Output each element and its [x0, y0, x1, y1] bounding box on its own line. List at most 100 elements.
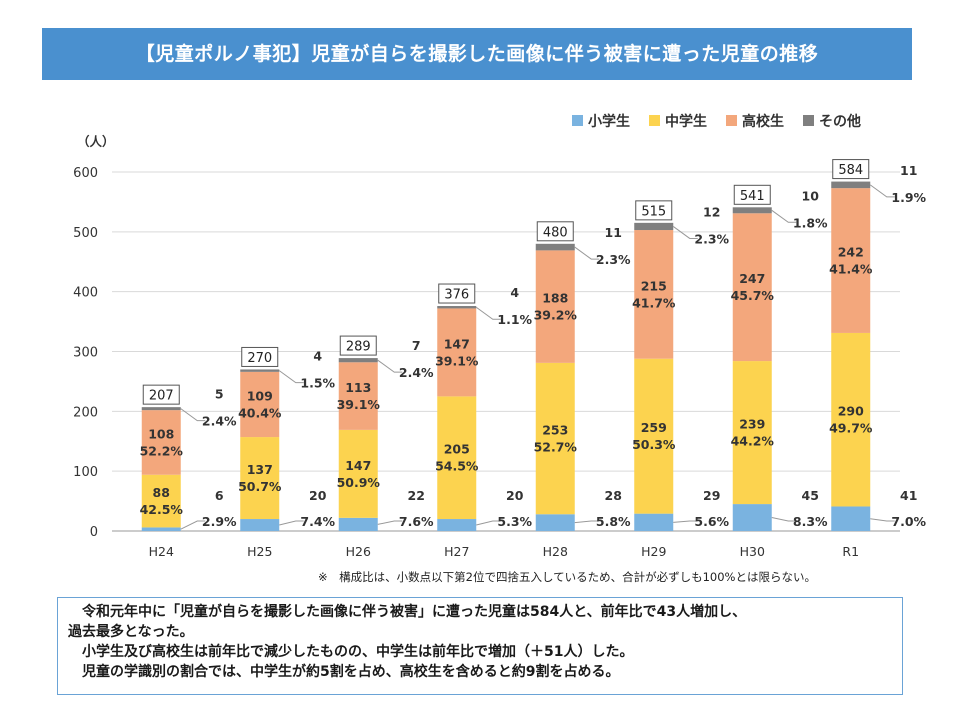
data-label-percent: 54.5% — [435, 459, 479, 474]
data-label-percent: 5.3% — [497, 514, 532, 529]
bar-segment-高校生 — [141, 410, 181, 475]
data-label-percent: 50.7% — [238, 479, 282, 494]
data-label-value: 6 — [215, 488, 224, 503]
callout-leader — [574, 246, 600, 260]
data-label-percent: 2.3% — [694, 231, 729, 246]
bar-segment-高校生 — [535, 250, 575, 363]
data-label-percent: 7.6% — [399, 514, 434, 529]
data-label-percent: 2.9% — [202, 514, 237, 529]
bar-segment-その他 — [437, 306, 477, 309]
footnote: ※ 構成比は、小数点以下第2位で四捨五入しているため、合計が必ずしも100%とは… — [318, 570, 816, 584]
bar-segment-小学生 — [141, 527, 181, 531]
stacked-bar-chart: （人） 0 100 200 300 400 500 600 小学生 中学生 高校生 その他 88 42.5… — [73, 113, 926, 559]
x-tick-label: H26 — [346, 544, 371, 559]
data-label-percent: 42.5% — [140, 502, 184, 517]
total-value-label: 270 — [247, 351, 272, 366]
callout-leader — [869, 184, 895, 198]
y-tick-label: 0 — [90, 525, 98, 540]
bar-segment-小学生 — [240, 519, 280, 531]
legend-swatch — [572, 115, 583, 126]
y-tick-label: 200 — [73, 405, 98, 420]
callout-leader — [180, 520, 206, 530]
data-label-value: 4 — [313, 349, 322, 364]
bar-segment-高校生 — [338, 362, 378, 430]
callout-leader — [476, 520, 501, 526]
total-value-label: 207 — [149, 389, 174, 404]
legend-label: 高校生 — [742, 113, 784, 130]
bar-segment-高校生 — [240, 371, 280, 438]
bar-segment-中学生 — [141, 474, 181, 528]
data-label-percent: 5.8% — [596, 514, 631, 529]
callout-leader — [377, 520, 403, 525]
bar-segment-中学生 — [535, 362, 575, 515]
summary-line: 過去最多となった。 — [68, 624, 194, 640]
total-value-label: 289 — [346, 340, 371, 355]
data-label-percent: 49.7% — [829, 421, 873, 436]
callout-leader — [771, 517, 797, 522]
data-label-percent: 1.9% — [891, 190, 926, 205]
bar-segment-その他 — [535, 243, 575, 251]
data-label-value: 253 — [542, 423, 568, 438]
callout-leader — [278, 370, 304, 384]
callout-leader — [377, 359, 403, 373]
data-label-value: 22 — [408, 488, 425, 503]
data-label-value: 20 — [506, 488, 524, 503]
bar-segment-中学生 — [240, 437, 280, 520]
legend-swatch — [649, 115, 660, 126]
data-label-value: 147 — [345, 458, 371, 473]
data-label-percent: 45.7% — [731, 288, 775, 303]
callout-leader — [574, 520, 600, 524]
bar-segment-小学生 — [732, 504, 772, 531]
bar-segment-高校生 — [831, 188, 871, 333]
data-label-value: 12 — [703, 204, 720, 219]
legend-label: 小学生 — [588, 113, 630, 130]
callout-leader — [672, 226, 698, 239]
total-box — [241, 346, 279, 367]
data-label-percent: 8.3% — [793, 514, 828, 529]
data-label-value: 147 — [444, 336, 470, 351]
data-label-percent: 52.2% — [140, 443, 184, 458]
bar-segment-その他 — [634, 222, 674, 231]
bar-segment-中学生 — [634, 358, 674, 514]
total-value-label: 541 — [740, 189, 765, 204]
data-label-value: 29 — [703, 488, 720, 503]
bar-segment-その他 — [732, 207, 772, 214]
total-box — [832, 159, 870, 180]
bar-segment-その他 — [141, 407, 181, 411]
x-tick-label: H30 — [740, 544, 765, 559]
data-label-percent: 2.4% — [399, 365, 434, 380]
legend-swatch — [726, 115, 737, 126]
total-box — [536, 221, 574, 242]
data-label-percent: 44.2% — [731, 434, 775, 449]
data-label-percent: 1.8% — [793, 215, 828, 230]
bar-segment-中学生 — [831, 332, 871, 507]
data-label-percent: 41.4% — [829, 262, 873, 277]
y-axis-unit-label: （人） — [77, 134, 115, 149]
total-box — [339, 335, 377, 356]
y-tick-label: 500 — [73, 226, 98, 241]
data-label-value: 4 — [510, 285, 519, 300]
data-label-value: 11 — [605, 225, 622, 240]
data-label-value: 242 — [838, 245, 864, 260]
data-label-percent: 7.4% — [300, 514, 335, 529]
y-tick-label: 600 — [73, 166, 98, 181]
callout-leader — [771, 209, 797, 223]
bar-segment-高校生 — [732, 213, 772, 362]
y-tick-label: 100 — [73, 465, 98, 480]
data-label-percent: 40.4% — [238, 405, 282, 420]
data-label-value: 259 — [641, 420, 667, 435]
page-title: 【児童ポルノ事犯】児童が自らを撮影した画像に伴う被害に遭った児童の推移 — [42, 28, 912, 80]
bar-segment-中学生 — [732, 361, 772, 505]
x-tick-label: H27 — [444, 544, 469, 559]
total-value-label: 480 — [543, 225, 568, 240]
callout-leader — [870, 518, 895, 522]
bar-segment-小学生 — [634, 513, 674, 531]
data-label-percent: 39.1% — [337, 397, 381, 412]
data-label-value: 137 — [247, 462, 273, 477]
data-label-value: 109 — [247, 388, 273, 403]
data-label-percent: 2.4% — [202, 414, 237, 429]
data-label-value: 7 — [412, 338, 421, 353]
callout-leader — [673, 520, 698, 523]
x-tick-label: R1 — [842, 544, 859, 559]
data-label-value: 5 — [215, 387, 224, 402]
